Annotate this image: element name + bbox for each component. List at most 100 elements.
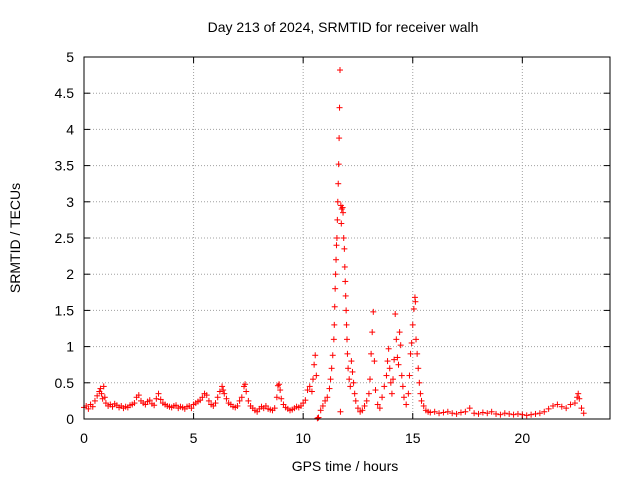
data-point [344,350,351,357]
data-point [385,345,392,352]
data-point [242,381,249,388]
data-point [203,392,210,399]
data-point [416,379,423,386]
data-point [311,361,318,368]
data-point [332,285,339,292]
data-point [315,414,322,421]
x-tick-label: 15 [405,430,421,446]
data-point [338,220,345,227]
axis-ticks [83,56,610,420]
data-point [97,385,104,392]
data-point [413,336,420,343]
data-point [567,401,574,408]
x-tick-label: 0 [80,430,88,446]
data-point [523,412,530,419]
data-point [580,410,587,417]
data-point [333,242,340,249]
data-point [361,402,368,409]
data-point [310,376,317,383]
data-point [436,410,443,417]
data-point [157,396,164,403]
data-point [558,403,565,410]
data-point [532,410,539,417]
data-point [536,410,543,417]
data-point [345,365,352,372]
chart-title: Day 213 of 2024, SRMTID for receiver wal… [208,19,479,35]
plot-frame [83,56,611,420]
data-point [484,410,491,417]
data-point [571,400,578,407]
data-point [371,358,378,365]
data-point [397,342,404,349]
data-point [342,278,349,285]
data-point [363,397,370,404]
data-point [384,358,391,365]
y-tick-label: 2 [66,266,74,282]
y-tick-label: 4.5 [55,85,75,101]
data-point [199,394,206,401]
data-point [408,339,415,346]
x-tick-labels: 0 5 10 15 20 [80,430,530,446]
data-point [379,394,386,401]
y-tick-labels: 0 0.5 1 1.5 2 2.5 3 3.5 4 4.5 5 [55,49,75,427]
data-point [276,381,283,388]
data-point [403,401,410,408]
data-point [236,397,243,404]
x-axis-label: GPS time / hours [292,458,399,474]
data-point [575,390,582,397]
data-point [342,292,349,299]
data-point [554,401,561,408]
data-point [407,350,414,357]
data-point [346,376,353,383]
data-point [155,390,162,397]
data-point [328,365,335,372]
data-point [563,405,570,412]
data-point [510,411,517,418]
data-point [514,410,521,417]
grid-lines [84,57,610,419]
data-point [343,321,350,328]
data-point [395,361,402,368]
data-point [98,390,105,397]
data-point [317,407,324,414]
data-point [457,409,464,416]
data-point [331,321,338,328]
data-point [223,395,230,402]
data-point [541,408,548,415]
data-point [308,388,315,395]
data-point [274,382,281,389]
data-point [444,408,451,415]
data-point [545,405,552,412]
data-points [81,67,587,422]
data-point [322,397,329,404]
data-point [348,358,355,365]
x-tick-label: 10 [295,430,311,446]
data-point [151,402,158,409]
data-point [399,383,406,390]
x-tick-label: 5 [190,430,198,446]
data-point [368,350,375,357]
data-point [493,410,500,417]
data-point [412,298,419,305]
data-point [390,376,397,383]
y-tick-label: 0.5 [55,375,75,391]
data-point [313,372,320,379]
data-point [550,402,557,409]
data-point [501,410,508,417]
data-point [341,245,348,252]
data-point [245,397,252,404]
data-point [386,365,393,372]
y-tick-label: 0 [66,411,74,427]
data-point [488,408,495,415]
data-point [427,409,434,416]
data-point [341,263,348,270]
y-tick-label: 1 [66,339,74,355]
data-point [273,394,280,401]
data-point [339,204,346,211]
data-point [462,408,469,415]
data-point [220,387,227,394]
data-point [365,390,372,397]
data-point [216,388,223,395]
data-point [349,368,356,375]
data-point [234,402,241,409]
